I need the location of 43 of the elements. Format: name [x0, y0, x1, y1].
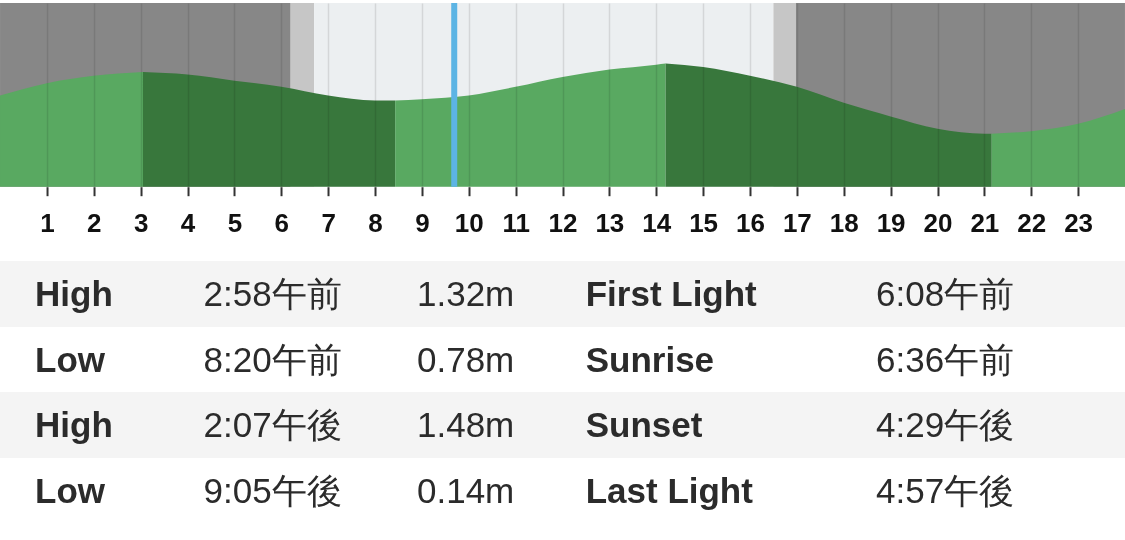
text: Low: [35, 338, 105, 381]
x-tick-label: 21: [970, 208, 1000, 239]
x-tick-label: 5: [227, 208, 243, 239]
x-tick-label: 22: [1017, 208, 1047, 239]
text: 4:29午後: [876, 404, 1015, 447]
text: 6:08午前: [876, 272, 1015, 315]
x-tick-label: 16: [736, 208, 765, 239]
x-tick-label: 2: [87, 208, 102, 239]
x-tick-label: 13: [595, 208, 625, 239]
text: High: [35, 272, 113, 315]
text: 4:57午後: [876, 470, 1015, 513]
x-tick-label: 12: [548, 208, 578, 239]
x-tick-label: 3: [133, 208, 149, 239]
x-tick-label: 18: [829, 208, 859, 239]
text: 1.32m: [417, 272, 515, 315]
x-tick-label: 8: [368, 208, 383, 239]
text: 9:05午後: [203, 470, 342, 513]
text: Sunrise: [585, 338, 715, 381]
x-tick-label: 19: [876, 208, 906, 239]
x-tick-label: 4: [180, 208, 196, 239]
text: First Light: [585, 272, 757, 315]
text: High: [35, 404, 113, 447]
text: Low: [35, 470, 105, 513]
x-tick-label: 6: [274, 208, 289, 239]
x-tick-label: 11: [502, 208, 530, 239]
text: 1.48m: [417, 404, 515, 447]
text: 2:07午後: [203, 404, 342, 447]
text: 8:20午前: [203, 338, 342, 381]
x-tick-label: 10: [454, 208, 484, 239]
text: 0.78m: [417, 338, 515, 381]
text: 6:36午前: [876, 338, 1015, 381]
x-tick-label: 7: [321, 208, 336, 239]
x-tick-label: 1: [40, 208, 55, 239]
x-tick-label: 23: [1064, 208, 1094, 239]
text: Sunset: [585, 404, 703, 447]
text: Last Light: [585, 470, 753, 513]
x-tick-label: 17: [782, 208, 812, 239]
x-tick-label: 15: [689, 208, 719, 239]
text: 2:58午前: [203, 272, 342, 315]
x-tick-label: 9: [415, 208, 430, 239]
x-tick-label: 20: [923, 208, 953, 239]
text: 0.14m: [417, 470, 515, 513]
x-tick-label: 14: [642, 208, 672, 239]
